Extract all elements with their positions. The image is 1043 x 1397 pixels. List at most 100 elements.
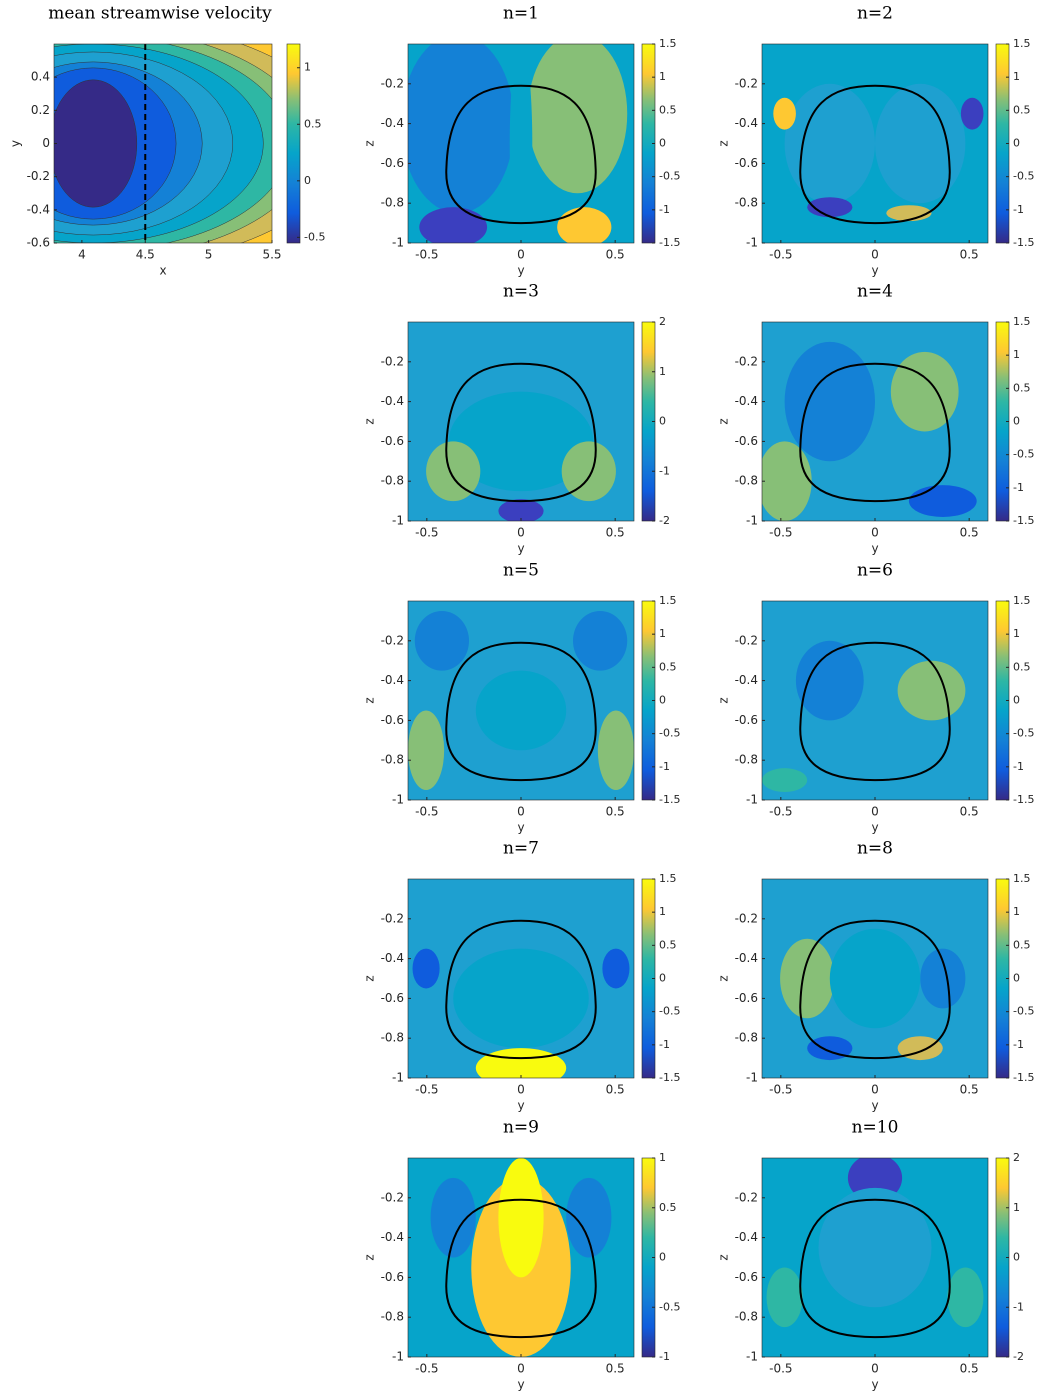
subplot: -0.5 0 0.5 -1 -0.8 -0.6 -0.4 -0.2 y z n=5 -1.5 -1 -0.… bbox=[363, 561, 681, 835]
y-tick-label: -0.2 bbox=[381, 354, 404, 368]
field-region bbox=[947, 1267, 984, 1328]
colorbar-tick-label: 1 bbox=[659, 1151, 666, 1164]
y-axis-label: y bbox=[9, 140, 23, 147]
field-region bbox=[419, 207, 488, 243]
x-tick-label: 0.5 bbox=[606, 526, 625, 540]
colorbar-tick-label: -1 bbox=[659, 760, 670, 773]
x-tick-label: -0.5 bbox=[415, 1362, 438, 1376]
x-axis-label: y bbox=[871, 1099, 878, 1113]
x-tick-label: 0.5 bbox=[960, 1083, 979, 1097]
colorbar-tick-label: 2 bbox=[1013, 1151, 1020, 1164]
body-outline bbox=[445, 1198, 597, 1339]
subplot: -0.5 0 0.5 -1 -0.8 -0.6 -0.4 -0.2 y z n=2 -1.5 -1 -0.… bbox=[717, 4, 1035, 278]
y-tick-label: -0.8 bbox=[381, 753, 404, 767]
subplot-title: n=2 bbox=[857, 4, 893, 24]
field-region bbox=[762, 441, 812, 521]
colorbar-tick-label: 0 bbox=[659, 972, 666, 985]
y-tick-label: -1 bbox=[392, 1071, 404, 1085]
colorbar-tick-label: 1.5 bbox=[659, 872, 677, 885]
contour-field bbox=[54, 44, 272, 243]
y-tick-label: -0.4 bbox=[27, 202, 50, 216]
y-tick-label: -0.2 bbox=[381, 1190, 404, 1204]
colorbar-tick-label: -0.5 bbox=[304, 230, 325, 243]
colorbar-tick-label: 1 bbox=[1013, 905, 1020, 918]
x-tick-label: 0 bbox=[871, 805, 879, 819]
body-outline bbox=[799, 919, 951, 1060]
x-tick-label: 0 bbox=[871, 1083, 879, 1097]
subplot: -0.5 0 0.5 -1 -0.8 -0.6 -0.4 -0.2 y z n=1 -1.5 -1 -0.… bbox=[363, 4, 681, 278]
y-tick-label: -0.6 bbox=[735, 1270, 758, 1284]
y-axis-label: z bbox=[717, 140, 731, 146]
colorbar-tick-label: -1 bbox=[659, 203, 670, 216]
y-axis-label: z bbox=[363, 140, 377, 146]
field-region bbox=[453, 948, 589, 1049]
colorbar-tick-label: -1 bbox=[659, 1038, 670, 1051]
colorbar-tick-label: 1 bbox=[1013, 348, 1020, 361]
x-axis-label: y bbox=[871, 264, 878, 278]
x-tick-label: 5 bbox=[205, 248, 213, 262]
contour-field bbox=[408, 322, 634, 521]
colorbar-tick-label: 1 bbox=[1013, 1201, 1020, 1214]
y-tick-label: -0.2 bbox=[27, 169, 50, 183]
field-region bbox=[890, 351, 959, 432]
colorbar-tick-label: 1.5 bbox=[1013, 37, 1031, 50]
colorbar-tick-label: -0.5 bbox=[659, 1005, 680, 1018]
y-tick-label: -0.2 bbox=[735, 354, 758, 368]
contour-field bbox=[762, 44, 988, 243]
y-tick-label: -0.2 bbox=[735, 911, 758, 925]
y-tick-label: -1 bbox=[392, 236, 404, 250]
colorbar-tick-label: -1.5 bbox=[1013, 793, 1034, 806]
x-axis-label: y bbox=[871, 1378, 878, 1392]
colorbar-tick-label: -1.5 bbox=[659, 793, 680, 806]
field-region bbox=[886, 205, 932, 222]
body-outline bbox=[445, 362, 597, 503]
x-tick-label: -0.5 bbox=[769, 1083, 792, 1097]
y-axis-label: z bbox=[717, 418, 731, 424]
x-tick-label: 0 bbox=[517, 1362, 525, 1376]
y-tick-label: -0.8 bbox=[735, 196, 758, 210]
y-tick-label: -0.4 bbox=[735, 394, 758, 408]
subplot: -0.5 0 0.5 -1 -0.8 -0.6 -0.4 -0.2 y z n=7 -1.5 -1 -0.… bbox=[363, 839, 681, 1113]
contour-field bbox=[762, 1158, 988, 1357]
colorbar-tick-label: 1 bbox=[1013, 627, 1020, 640]
colorbar-tick-label: -0.5 bbox=[659, 1300, 680, 1313]
y-tick-label: -0.8 bbox=[735, 474, 758, 488]
colorbar-tick-label: -1 bbox=[1013, 481, 1024, 494]
y-tick-label: -0.2 bbox=[381, 633, 404, 647]
x-tick-label: 0.5 bbox=[960, 805, 979, 819]
colorbar-tick-label: -1 bbox=[1013, 760, 1024, 773]
field-region bbox=[818, 1187, 932, 1308]
y-axis-label: z bbox=[717, 697, 731, 703]
x-tick-label: 0 bbox=[871, 526, 879, 540]
colorbar-tick-label: 2 bbox=[659, 315, 666, 328]
x-tick-label: 5.5 bbox=[262, 248, 281, 262]
x-tick-label: -0.5 bbox=[415, 1083, 438, 1097]
contour-field bbox=[408, 879, 634, 1078]
y-tick-label: -0.6 bbox=[381, 991, 404, 1005]
colorbar-tick-label: 0 bbox=[1013, 415, 1020, 428]
y-tick-label: -0.8 bbox=[381, 474, 404, 488]
colorbar-tick-label: -1.5 bbox=[1013, 1071, 1034, 1084]
subplot: -0.5 0 0.5 -1 -0.8 -0.6 -0.4 -0.2 y z n=10 -2 -1 0 1 2 bbox=[717, 1118, 1024, 1392]
subplot-title: n=6 bbox=[857, 561, 893, 581]
y-axis-label: z bbox=[717, 975, 731, 981]
x-tick-label: 0.5 bbox=[606, 1362, 625, 1376]
y-axis-label: z bbox=[363, 418, 377, 424]
body-outline bbox=[799, 641, 951, 782]
contour-field bbox=[408, 1158, 634, 1357]
x-tick-label: 4.5 bbox=[136, 248, 155, 262]
y-tick-label: -0.4 bbox=[381, 1230, 404, 1244]
field-region bbox=[426, 441, 481, 502]
contour-field bbox=[408, 601, 634, 800]
field-region bbox=[795, 640, 864, 721]
colorbar-tick-label: 1.5 bbox=[1013, 872, 1031, 885]
field-region bbox=[875, 83, 966, 204]
y-tick-label: -0.8 bbox=[735, 1031, 758, 1045]
y-tick-label: -0.2 bbox=[735, 1190, 758, 1204]
colorbar-tick-label: 0 bbox=[1013, 972, 1020, 985]
y-tick-label: -0.8 bbox=[735, 1310, 758, 1324]
y-tick-label: -0.8 bbox=[381, 196, 404, 210]
field-region bbox=[475, 670, 567, 751]
subplot-title: n=7 bbox=[503, 839, 539, 859]
y-tick-label: -1 bbox=[746, 793, 758, 807]
